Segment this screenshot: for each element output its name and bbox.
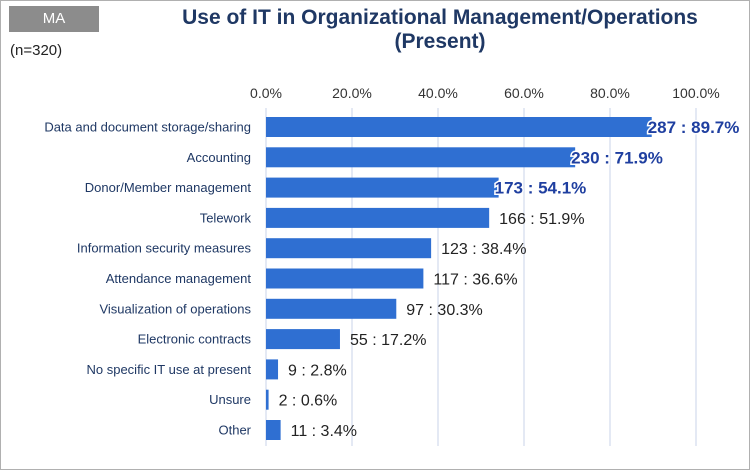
category-label: Accounting <box>187 150 251 165</box>
bar <box>266 329 340 350</box>
bar <box>266 147 576 168</box>
category-label: Donor/Member management <box>85 180 252 195</box>
bar <box>266 117 652 137</box>
chart-title: Use of IT in Organizational Management/O… <box>140 6 740 54</box>
bar <box>266 359 279 380</box>
category-label: No specific IT use at present <box>86 362 251 377</box>
sample-size-label: (n=320) <box>10 42 63 59</box>
category-label: Attendance management <box>106 271 252 286</box>
bar <box>266 207 490 228</box>
x-tick-label: 100.0% <box>672 85 719 101</box>
bar <box>266 389 269 410</box>
category-label: Electronic contracts <box>138 332 252 347</box>
chart-title-line-1: Use of IT in Organizational Management/O… <box>182 6 698 29</box>
x-tick-label: 0.0% <box>250 85 282 101</box>
category-label: Data and document storage/sharing <box>44 120 251 135</box>
data-label: 123 : 38.4% <box>441 241 526 258</box>
chart-title-line-2: (Present) <box>394 30 486 53</box>
data-label: 9 : 2.8% <box>288 362 347 379</box>
category-label: Other <box>218 423 251 438</box>
x-tick-label: 80.0% <box>590 85 630 101</box>
category-label: Unsure <box>209 392 251 407</box>
data-label: 11 : 3.4% <box>291 423 357 440</box>
data-label: 97 : 30.3% <box>406 302 483 319</box>
category-label: Information security measures <box>77 241 252 256</box>
data-label: 287 : 89.7% <box>648 118 740 137</box>
bar <box>266 420 281 440</box>
bar <box>266 268 424 289</box>
ma-badge: MA <box>9 6 99 32</box>
bar <box>266 177 499 198</box>
data-label: 117 : 36.6% <box>433 272 517 289</box>
data-label: 173 : 54.1% <box>495 179 587 198</box>
category-label: Visualization of operations <box>99 301 251 316</box>
bar <box>266 238 432 259</box>
x-tick-label: 40.0% <box>418 85 458 101</box>
category-label: Telework <box>200 210 252 225</box>
x-tick-label: 20.0% <box>332 85 372 101</box>
data-label: 166 : 51.9% <box>499 211 584 228</box>
bar <box>266 298 397 319</box>
data-label: 230 : 71.9% <box>571 148 663 167</box>
data-label: 2 : 0.6% <box>279 393 338 410</box>
data-label: 55 : 17.2% <box>350 332 427 349</box>
x-tick-label: 60.0% <box>504 85 544 101</box>
